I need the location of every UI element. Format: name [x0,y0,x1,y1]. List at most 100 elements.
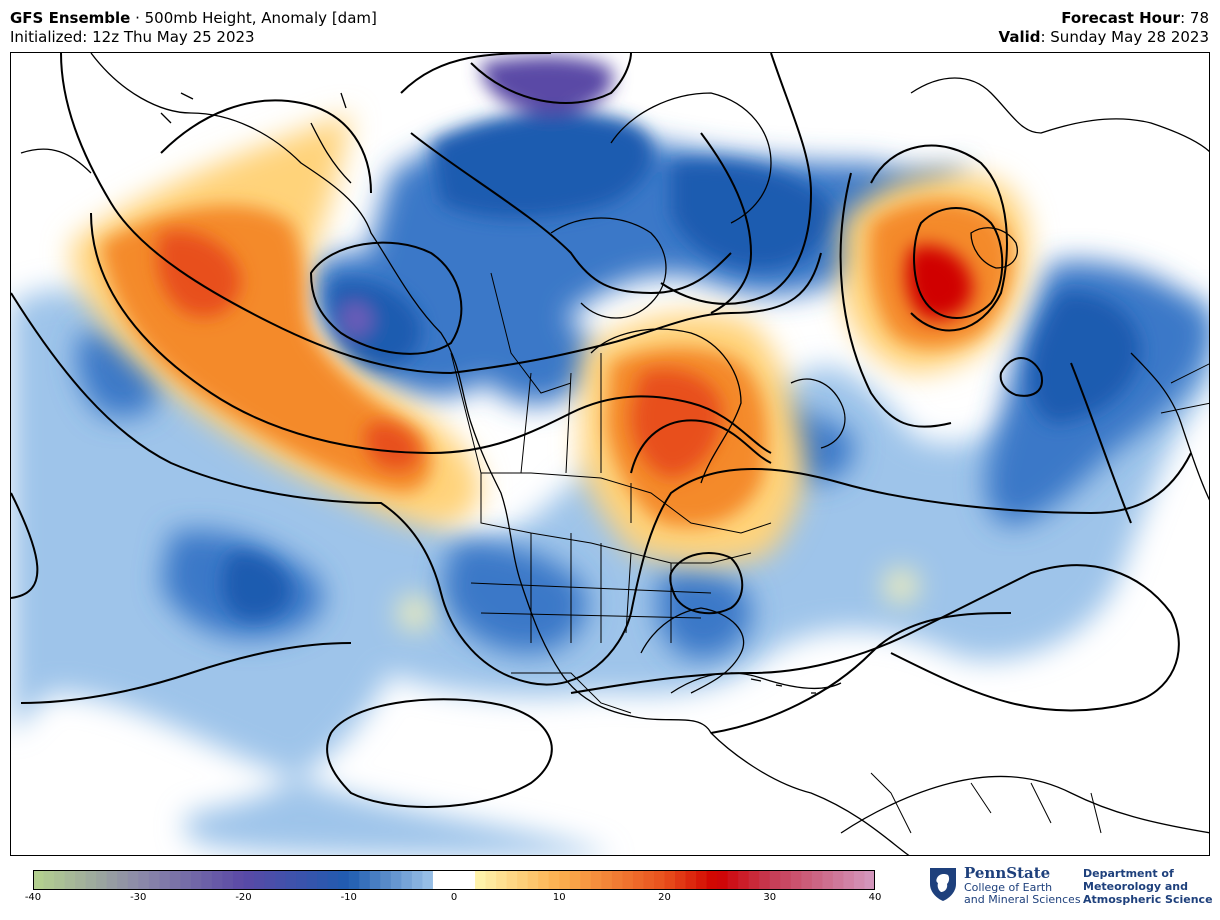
valid-time: Valid: Sunday May 28 2023 [999,28,1209,47]
colorbar-segment [664,870,676,890]
colorbar-segment [801,870,813,890]
colorbar-segment [264,870,276,890]
colorbar-segment [685,870,697,890]
political-borders [450,272,1209,834]
colorbar-segment [401,870,413,890]
colorbar-segment [496,870,508,890]
colorbar-segment [201,870,213,890]
colorbar-segment [327,870,339,890]
model-name: GFS Ensemble [10,9,131,27]
colorbar-segment [853,870,866,890]
negative-anomaly-strong [222,56,1141,620]
colorbar-segment [717,870,729,890]
colorbar-segment [622,870,634,890]
colorbar-segment [254,870,266,890]
colorbar-segment [285,870,297,890]
colorbar-segment [338,870,350,890]
colorbar-segment [127,870,139,890]
colorbar-segment [117,870,129,890]
colorbar-segment [832,870,845,890]
logo-dept-line3: Atmospheric Science [1083,893,1213,906]
colorbar-segment [790,870,802,890]
colorbar-tick-label: 30 [763,892,777,903]
colorbar-segment [275,870,287,890]
colorbar-segment [317,870,329,890]
colorbar-segment [706,870,718,890]
colorbar-segment [432,870,445,890]
colorbar-segment [843,870,855,890]
colorbar-segment [632,870,645,890]
colorbar-segment [159,870,171,890]
colorbar-segment [485,870,497,890]
colorbar-segment [611,870,624,890]
logo-college-line1: College of Earth [964,881,1053,894]
colorbar-segment [211,870,224,890]
colorbar-ticks: -40 -30 -20 -10 0 10 20 30 40 [0,892,910,908]
colorbar-segment [506,870,518,890]
colorbar-segment [527,870,539,890]
colorbar-tick-label: -10 [340,892,357,903]
forecast-hour-value: : 78 [1180,9,1209,27]
colorbar-tick-label: -20 [235,892,252,903]
colorbar-segment [759,870,771,890]
forecast-hour-label: Forecast Hour [1061,9,1181,27]
forecast-hour: Forecast Hour: 78 [1061,9,1209,28]
colorbar-tick-label: -30 [130,892,147,903]
logo-dept-line1: Department of [1083,867,1174,880]
colorbar [33,870,875,890]
colorbar-segment [601,870,613,890]
colorbar-segment [569,870,581,890]
colorbar-segment [454,870,466,890]
colorbar-segment [696,870,708,890]
colorbar-segment [864,870,875,890]
colorbar-segment [222,870,234,890]
colorbar-segment [643,870,655,890]
colorbar-segment [390,870,402,890]
colorbar-segment [96,870,108,890]
colorbar-segment [748,870,760,890]
colorbar-segment [422,870,434,890]
field-description: · 500mb Height, Anomaly [dam] [130,9,377,27]
colorbar-tick-label: 10 [552,892,566,903]
colorbar-segment [75,870,87,890]
colorbar-segment [811,870,823,890]
colorbar-border [33,870,875,890]
colorbar-tick-label: 0 [450,892,458,903]
colorbar-segment [43,870,55,890]
map-panel[interactable] [10,52,1210,856]
colorbar-segment [464,870,476,890]
initialized-time: Initialized: 12z Thu May 25 2023 [10,28,255,46]
colorbar-segment [653,870,666,890]
nittany-lion-shield-icon [930,868,956,901]
colorbar-segment [411,870,424,890]
logo-college-line2: and Mineral Sciences [964,893,1081,906]
anomaly-map[interactable] [11,53,1210,856]
colorbar-segment [180,870,192,890]
pennstate-logo: PennState College of Earth and Mineral S… [928,864,1218,912]
colorbar-segment [138,870,150,890]
colorbar-segment [380,870,392,890]
colorbar-segment [169,870,181,890]
colorbar-segment [359,870,371,890]
colorbar-segment [675,870,687,890]
colorbar-segment [548,870,560,890]
colorbar-segment [64,870,76,890]
colorbar-segment [769,870,781,890]
colorbar-segment [590,870,602,890]
chart-title: GFS Ensemble · 500mb Height, Anomaly [da… [10,9,377,28]
colorbar-segment [106,870,118,890]
colorbar-segment [243,870,255,890]
colorbar-segment [738,870,750,890]
logo-dept-line2: Meteorology and [1083,880,1188,893]
valid-label: Valid [998,28,1041,46]
colorbar-segment [475,870,487,890]
colorbar-segment [538,870,550,890]
colorbar-segment [580,870,592,890]
colorbar-segment [306,870,318,890]
colorbar-tick-label: -40 [24,892,42,903]
colorbar-segment [348,870,360,890]
colorbar-segment [85,870,97,890]
colorbar-segment [148,870,160,890]
colorbar-segment [727,870,739,890]
colorbar-segment [232,870,245,890]
